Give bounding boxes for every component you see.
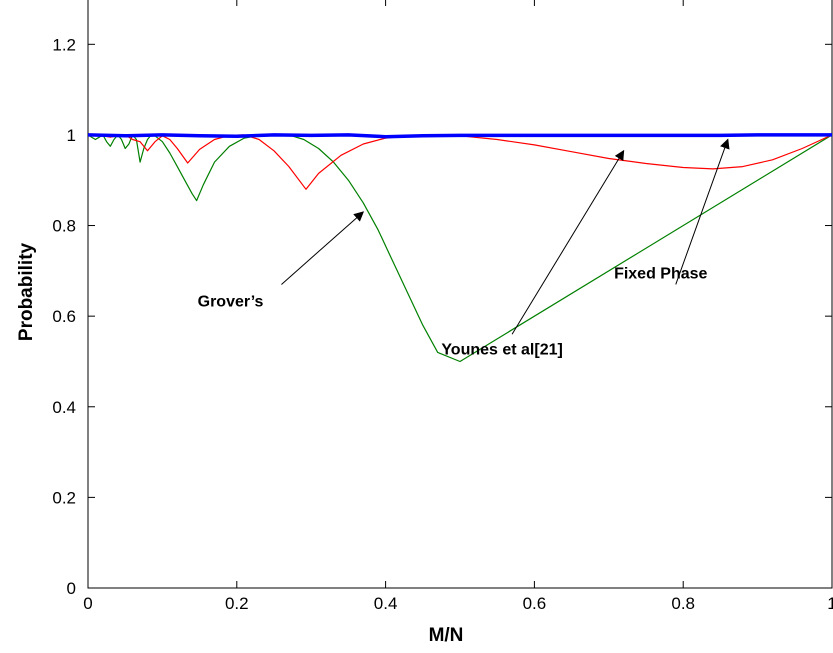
x-tick-label: 0.8 (671, 594, 695, 613)
y-tick-label: 1 (67, 126, 76, 145)
y-axis-ticks: 0 0.2 0.4 0.6 0.8 1 1.2 (52, 35, 832, 598)
annotation-label-fixed-phase: Fixed Phase (614, 265, 707, 282)
y-tick-label: 0.4 (52, 398, 76, 417)
annotation-arrow-fixed-phase (675, 138, 730, 285)
y-tick-label: 0.6 (52, 307, 76, 326)
x-tick-label: 0.6 (523, 594, 547, 613)
y-tick-label: 1.2 (52, 35, 76, 54)
annotation-label-younes: Younes et al[21] (441, 341, 563, 358)
x-axis-ticks: 0 0.2 0.4 0.6 0.8 1 (83, 0, 833, 613)
x-tick-label: 0.2 (225, 594, 249, 613)
x-tick-label: 0.4 (374, 594, 398, 613)
y-axis-label: Probability (16, 242, 37, 341)
plot-frame (87, 0, 833, 589)
annotation-arrow-grovers (281, 211, 365, 285)
series-line-fixed-phase (88, 133, 832, 139)
x-tick-label: 1 (827, 594, 833, 613)
x-axis-label: M/N (429, 625, 464, 646)
series-line-grovers (88, 134, 832, 363)
series-lines (88, 133, 832, 363)
annotation-label-grovers: Grover’s (198, 293, 264, 310)
y-tick-label: 0.2 (52, 488, 76, 507)
series-line-younes (88, 134, 832, 190)
y-tick-label: 0 (67, 579, 76, 598)
annotation-arrow-younes (511, 149, 625, 335)
y-tick-label: 0.8 (52, 217, 76, 236)
x-tick-label: 0 (83, 594, 92, 613)
annotations: Grover’s Younes et al[21] Fixed Phase (198, 138, 730, 358)
